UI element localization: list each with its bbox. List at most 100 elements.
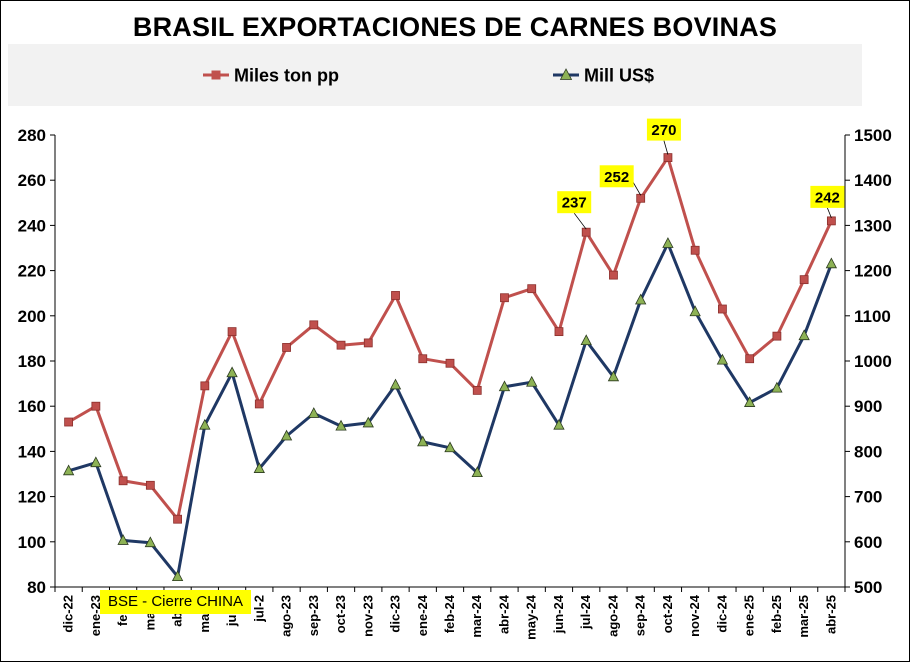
data-point-miles-ton <box>609 270 618 280</box>
data-point-miles-ton <box>527 284 537 294</box>
data-point-miles-ton <box>636 193 646 203</box>
data-point-mill-usd <box>62 464 75 476</box>
data-point-mill-usd <box>389 378 402 390</box>
series-line-miles-ton <box>67 156 833 521</box>
data-point-miles-ton <box>64 417 74 427</box>
x-tick-label: dic-24 <box>714 594 729 632</box>
data-point-miles-ton <box>472 385 482 395</box>
x-tick-label: jun-24 <box>551 594 566 634</box>
data-point-miles-ton <box>254 399 264 409</box>
data-point-miles-ton <box>772 331 782 341</box>
x-tick-label: may-24 <box>524 594 539 640</box>
data-point-miles-ton <box>336 340 346 350</box>
y-right-tick-label: 800 <box>854 442 882 461</box>
data-point-miles-ton <box>718 304 727 314</box>
y-right-tick-label: 1400 <box>854 171 892 190</box>
x-tick-label: abr-25 <box>823 595 838 634</box>
data-point-mill-usd <box>144 536 157 548</box>
x-tick-label: oct-24 <box>660 594 675 633</box>
data-point-mill-usd <box>553 418 565 430</box>
y-left-tick-label: 140 <box>18 442 46 461</box>
y-right-tick-label: 1100 <box>854 307 891 326</box>
y-left-tick-label: 200 <box>18 307 46 326</box>
data-label-leader <box>827 207 832 219</box>
data-point-miles-ton <box>391 291 400 300</box>
data-point-mill-usd <box>335 419 347 431</box>
data-point-mill-usd <box>743 396 756 407</box>
data-point-mill-usd <box>635 293 647 305</box>
y-left-tick-label: 100 <box>18 533 46 552</box>
data-point-miles-ton <box>745 354 755 364</box>
y-right-tick-label: 1000 <box>854 352 892 371</box>
data-point-miles-ton <box>663 153 673 163</box>
data-point-mill-usd <box>498 380 511 392</box>
data-point-mill-usd <box>689 305 701 317</box>
data-point-miles-ton <box>200 381 210 391</box>
y-left-tick-label: 240 <box>18 216 46 235</box>
data-point-mill-usd <box>471 466 483 478</box>
data-point-miles-ton <box>173 514 182 524</box>
data-point-miles-ton <box>581 227 591 237</box>
data-point-miles-ton <box>118 476 128 486</box>
x-tick-label: sep-24 <box>633 594 648 636</box>
data-label: 242 <box>815 189 840 206</box>
data-label: 270 <box>651 122 676 139</box>
data-point-mill-usd <box>171 570 184 582</box>
data-point-mill-usd <box>580 334 592 346</box>
data-point-mill-usd <box>417 435 429 447</box>
data-point-miles-ton <box>227 327 237 337</box>
y-left-tick-label: 160 <box>18 397 46 416</box>
x-tick-label: mar-24 <box>469 594 484 637</box>
data-point-miles-ton <box>145 480 155 490</box>
data-point-mill-usd <box>825 257 838 269</box>
x-tick-label: oct-23 <box>333 595 348 633</box>
data-point-miles-ton <box>690 245 700 255</box>
x-tick-label: ene-25 <box>742 595 757 636</box>
data-label-leader <box>663 140 669 155</box>
data-point-miles-ton <box>445 358 455 368</box>
y-left-tick-label: 180 <box>18 352 46 371</box>
note-highlight: BSE - Cierre CHINA <box>100 590 252 614</box>
data-point-mill-usd <box>526 375 538 387</box>
data-label-bg <box>646 118 681 141</box>
y-right-tick-label: 1200 <box>854 262 892 281</box>
data-point-mill-usd <box>771 381 783 393</box>
x-tick-label: jul-24 <box>578 594 593 630</box>
data-point-miles-ton <box>91 401 101 411</box>
data-point-miles-ton <box>309 320 319 330</box>
x-tick-label: dic-22 <box>61 595 76 633</box>
data-point-mill-usd <box>226 366 238 378</box>
y-right-tick-label: 1300 <box>854 216 892 235</box>
x-tick-label: nov-23 <box>360 595 375 637</box>
x-tick-label: ene-24 <box>415 594 430 636</box>
legend-miles-ton-marker <box>211 70 221 80</box>
y-left-tick-label: 120 <box>18 488 46 507</box>
x-tick-label: feb-25 <box>769 595 784 633</box>
data-point-miles-ton <box>826 216 836 226</box>
x-tick-label: feb-24 <box>442 594 457 633</box>
data-point-miles-ton <box>554 327 564 337</box>
y-left-tick-label: 260 <box>18 171 46 190</box>
data-point-mill-usd <box>662 237 674 248</box>
y-right-tick-label: 1500 <box>854 126 892 145</box>
y-left-tick-label: 80 <box>27 578 46 597</box>
data-label-bg <box>557 191 592 214</box>
data-point-miles-ton <box>799 275 809 285</box>
data-point-mill-usd <box>362 416 374 428</box>
legend-band <box>8 44 862 106</box>
x-tick-label: sep-23 <box>306 595 321 636</box>
data-label: 237 <box>562 195 587 212</box>
data-point-mill-usd <box>308 407 320 418</box>
data-point-miles-ton <box>363 338 373 348</box>
data-point-mill-usd <box>253 462 265 473</box>
y-right-tick-label: 900 <box>854 397 882 416</box>
data-point-mill-usd <box>798 329 810 341</box>
x-tick-label: ago-23 <box>279 595 294 637</box>
y-right-tick-label: 700 <box>854 488 882 507</box>
data-point-mill-usd <box>444 441 456 453</box>
x-tick-label: abr-24 <box>496 594 511 634</box>
data-point-mill-usd <box>199 418 211 430</box>
chart-title: BRASIL EXPORTACIONES DE CARNES BOVINAS <box>132 12 778 42</box>
